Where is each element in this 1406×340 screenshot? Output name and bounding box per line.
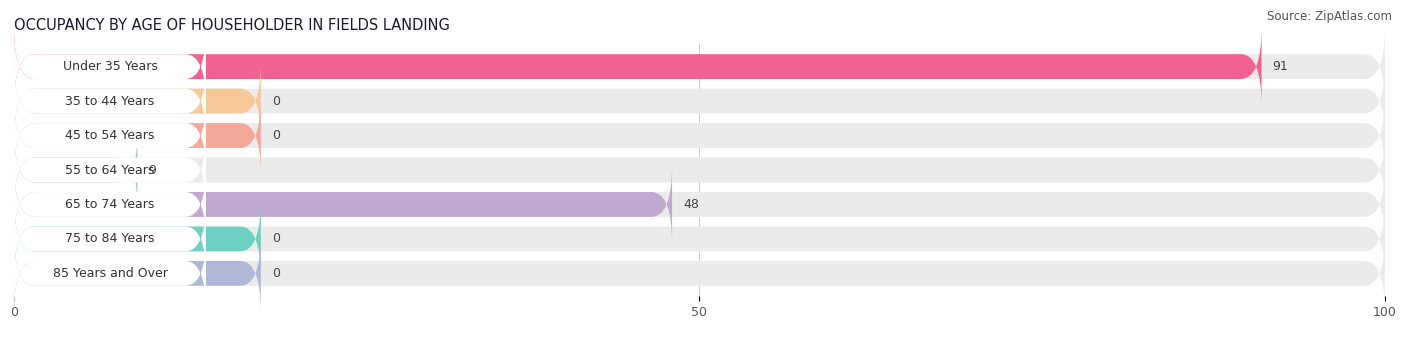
Text: Source: ZipAtlas.com: Source: ZipAtlas.com (1267, 10, 1392, 23)
Text: 85 Years and Over: 85 Years and Over (52, 267, 167, 280)
Text: 0: 0 (271, 129, 280, 142)
Text: 0: 0 (271, 95, 280, 107)
Text: Under 35 Years: Under 35 Years (63, 60, 157, 73)
FancyBboxPatch shape (14, 234, 1385, 313)
Text: OCCUPANCY BY AGE OF HOUSEHOLDER IN FIELDS LANDING: OCCUPANCY BY AGE OF HOUSEHOLDER IN FIELD… (14, 18, 450, 33)
FancyBboxPatch shape (14, 165, 207, 244)
FancyBboxPatch shape (14, 62, 1385, 140)
FancyBboxPatch shape (14, 200, 262, 278)
FancyBboxPatch shape (14, 27, 207, 106)
FancyBboxPatch shape (14, 62, 262, 140)
Text: 0: 0 (271, 267, 280, 280)
Text: 0: 0 (271, 233, 280, 245)
FancyBboxPatch shape (14, 96, 207, 175)
FancyBboxPatch shape (14, 27, 1261, 106)
FancyBboxPatch shape (14, 131, 1385, 209)
FancyBboxPatch shape (14, 200, 207, 278)
FancyBboxPatch shape (14, 165, 1385, 244)
FancyBboxPatch shape (14, 96, 262, 175)
Text: 55 to 64 Years: 55 to 64 Years (65, 164, 155, 176)
FancyBboxPatch shape (14, 200, 1385, 278)
FancyBboxPatch shape (14, 234, 262, 313)
FancyBboxPatch shape (14, 165, 672, 244)
FancyBboxPatch shape (14, 131, 138, 209)
FancyBboxPatch shape (14, 62, 207, 140)
Text: 75 to 84 Years: 75 to 84 Years (65, 233, 155, 245)
Text: 65 to 74 Years: 65 to 74 Years (65, 198, 155, 211)
Text: 45 to 54 Years: 45 to 54 Years (65, 129, 155, 142)
Text: 48: 48 (683, 198, 699, 211)
FancyBboxPatch shape (14, 27, 1385, 106)
Text: 91: 91 (1272, 60, 1288, 73)
Text: 9: 9 (149, 164, 156, 176)
FancyBboxPatch shape (14, 234, 207, 313)
Text: 35 to 44 Years: 35 to 44 Years (66, 95, 155, 107)
FancyBboxPatch shape (14, 96, 1385, 175)
FancyBboxPatch shape (14, 131, 207, 209)
